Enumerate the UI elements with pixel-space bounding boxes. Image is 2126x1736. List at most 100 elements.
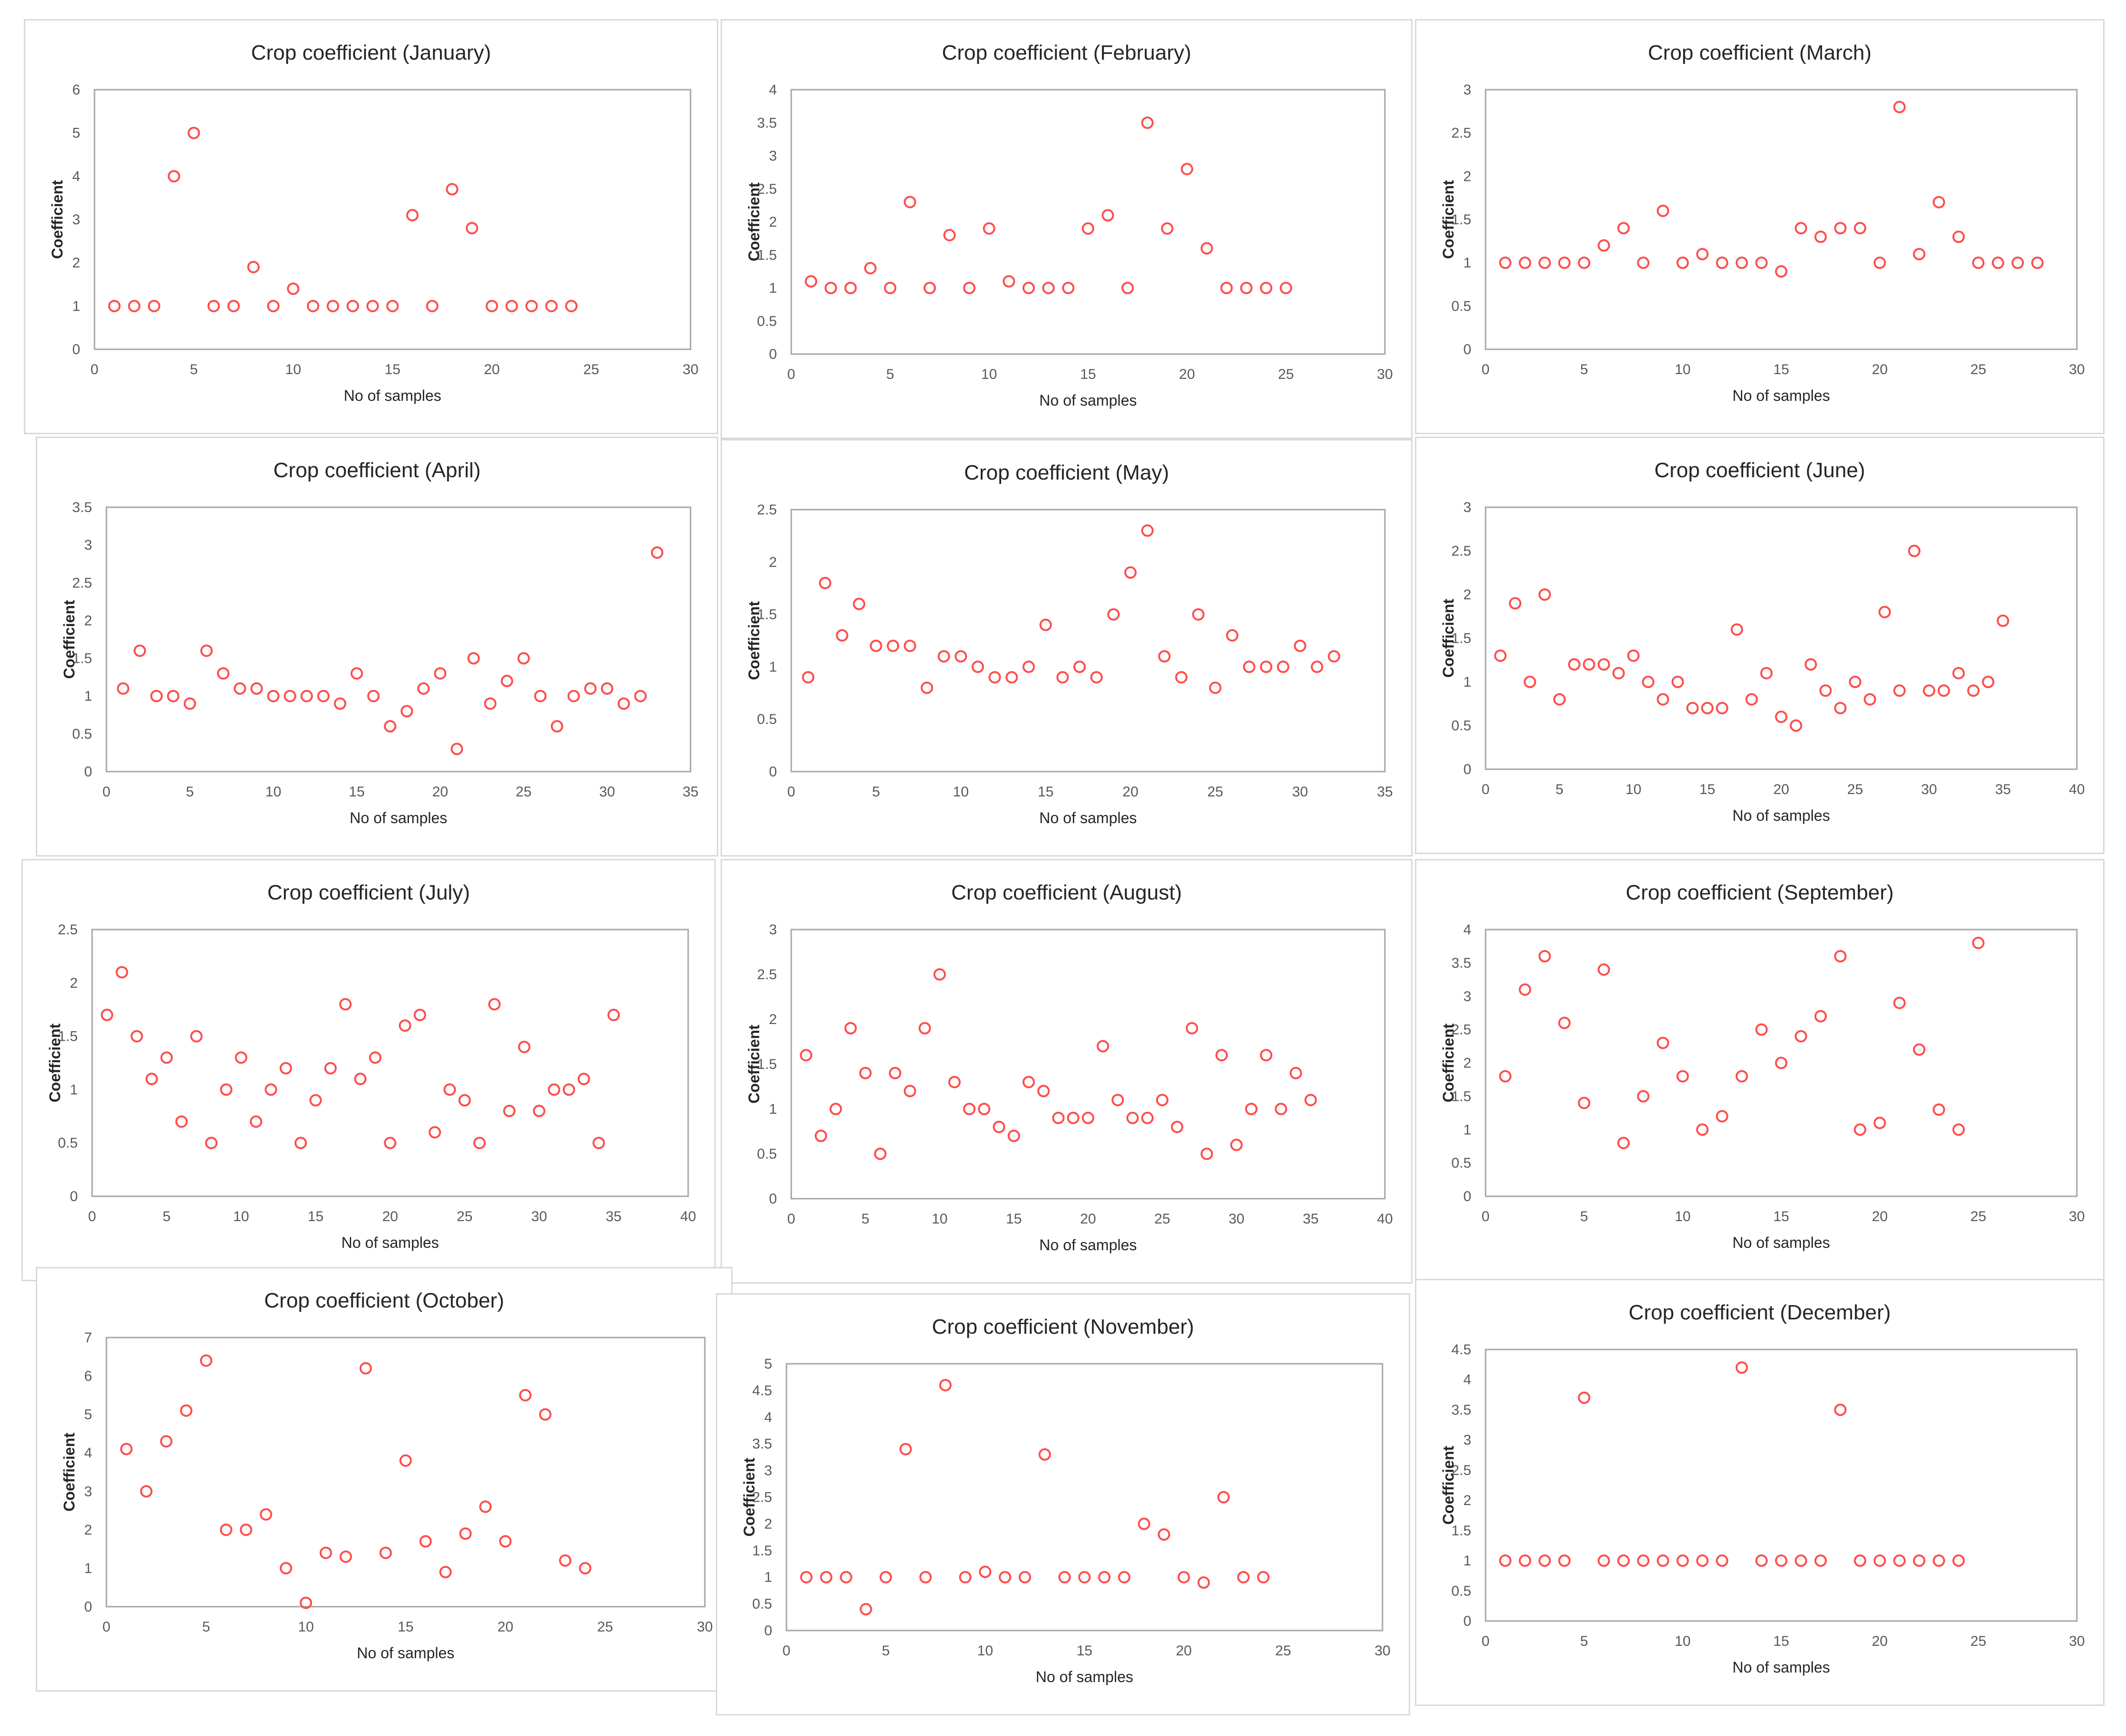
data-point	[1200, 242, 1213, 255]
data-point	[398, 1019, 411, 1032]
data-point	[183, 697, 196, 710]
data-point	[1056, 671, 1069, 684]
y-axis-label: Coefficient	[745, 182, 763, 261]
data-point	[1538, 1554, 1551, 1567]
data-point	[1730, 623, 1743, 636]
data-point	[1814, 1554, 1827, 1567]
y-tick-label: 3	[769, 148, 777, 164]
data-point	[339, 998, 352, 1011]
data-point	[484, 697, 497, 710]
data-point	[1037, 1085, 1050, 1098]
data-point	[937, 650, 950, 663]
data-point	[240, 1523, 252, 1536]
data-point	[264, 1083, 277, 1096]
x-tick-label: 35	[682, 784, 698, 800]
y-tick-label: 4	[84, 1445, 92, 1461]
y-tick-label: 7	[84, 1330, 92, 1346]
x-tick-label: 0	[88, 1209, 96, 1224]
y-axis-label: Coefficient	[61, 1433, 78, 1512]
data-point	[1854, 1123, 1866, 1136]
data-point	[1538, 950, 1551, 962]
data-series	[116, 546, 664, 755]
data-point	[1158, 650, 1171, 663]
x-tick-label: 0	[103, 1619, 111, 1635]
chart-panel-august: Crop coefficient (August) 0 0.5 1 1.5 2 2.5 3 0 5…	[721, 859, 1413, 1284]
data-point	[1226, 629, 1239, 642]
x-tick-label: 10	[981, 366, 997, 382]
data-point	[1755, 1554, 1768, 1567]
x-tick-label: 25	[1847, 782, 1863, 797]
data-point	[979, 1566, 992, 1579]
y-tick-label: 3.5	[757, 115, 777, 131]
data-point	[417, 682, 430, 695]
data-point	[250, 1115, 262, 1128]
y-tick-label: 1	[70, 1082, 78, 1098]
data-point	[1982, 676, 1995, 688]
x-tick-label: 15	[1773, 1633, 1789, 1649]
data-point	[267, 690, 280, 702]
y-tick-label: 2	[1463, 1056, 1471, 1071]
x-tick-label: 20	[1080, 1211, 1096, 1227]
data-point	[887, 639, 900, 652]
data-point	[400, 705, 413, 718]
y-tick-label: 3.5	[1451, 955, 1471, 971]
y-tick-label: 4	[1463, 922, 1471, 938]
y-tick-label: 0	[1463, 1613, 1471, 1629]
data-point	[1745, 693, 1758, 706]
x-tick-label: 30	[697, 1619, 712, 1635]
y-tick-label: 2	[70, 975, 78, 991]
plot-area-frame	[91, 929, 689, 1197]
data-point	[1794, 222, 1807, 235]
data-point	[1656, 1554, 1669, 1567]
x-tick-label: 25	[1970, 362, 1986, 377]
y-tick-label: 4.5	[752, 1383, 772, 1399]
x-tick-label: 20	[484, 362, 500, 377]
x-tick-label: 25	[516, 784, 532, 800]
data-point	[1494, 649, 1507, 662]
y-tick-label: 3	[1463, 500, 1471, 515]
chart-title: Crop coefficient (August)	[951, 881, 1182, 904]
data-point	[1073, 660, 1086, 673]
x-tick-label: 0	[103, 784, 111, 800]
data-point	[577, 1073, 590, 1086]
x-axis-label: No of samples	[350, 809, 448, 826]
y-tick-label: 1.5	[757, 607, 777, 623]
data-point	[1171, 1120, 1183, 1133]
chart-svg: Crop coefficient (September) 0 0.5 1 1.5 2 2.5…	[1440, 881, 2085, 1251]
data-series	[1499, 1361, 1965, 1567]
y-tick-label: 1	[769, 659, 777, 675]
y-tick-label: 3	[764, 1463, 772, 1479]
data-point	[1760, 667, 1773, 680]
y-tick-label: 4	[72, 168, 80, 184]
y-tick-label: 0	[84, 1599, 92, 1615]
data-point	[1696, 1554, 1709, 1567]
data-point	[101, 1008, 114, 1021]
chart-title: Crop coefficient (December)	[1629, 1301, 1891, 1324]
x-tick-label: 15	[398, 1619, 413, 1635]
data-point	[1952, 667, 1965, 680]
data-point	[466, 222, 479, 235]
data-point	[1937, 684, 1950, 697]
data-point	[819, 576, 832, 589]
y-tick-label: 1	[84, 1560, 92, 1576]
data-point	[1874, 256, 1886, 269]
plot-area-frame	[1485, 89, 2078, 350]
data-point	[287, 282, 300, 295]
chart-title: Crop coefficient (May)	[964, 461, 1169, 484]
data-point	[1671, 676, 1684, 688]
data-point	[836, 629, 848, 642]
data-point	[1597, 658, 1610, 671]
plot-area-frame	[790, 509, 1386, 773]
x-tick-label: 40	[2069, 782, 2084, 797]
data-point	[1997, 614, 2010, 627]
data-point	[1775, 1056, 1788, 1069]
data-point	[889, 1067, 901, 1079]
data-point	[1062, 282, 1075, 294]
x-tick-label: 35	[1995, 782, 2011, 797]
data-point	[1558, 256, 1571, 269]
y-tick-label: 1	[764, 1569, 772, 1585]
data-point	[1627, 649, 1640, 662]
data-point	[1499, 1070, 1512, 1083]
chart-panel-october: Crop coefficient (October) 0 1 2 3 4 5 6 7 0 5 10 15…	[36, 1267, 733, 1692]
data-point	[324, 1062, 337, 1075]
